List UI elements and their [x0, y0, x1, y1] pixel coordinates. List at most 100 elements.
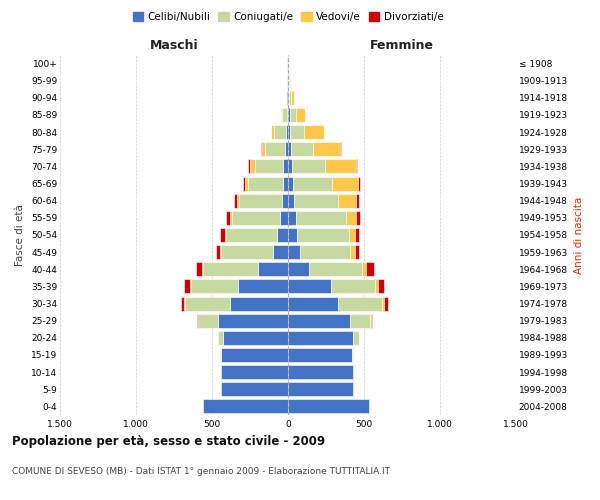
Bar	[218, 314, 288, 328]
Bar	[304, 125, 324, 139]
Bar	[338, 194, 356, 207]
Bar	[218, 331, 223, 345]
Bar	[221, 348, 288, 362]
Bar	[377, 280, 384, 293]
Bar	[296, 108, 305, 122]
Bar	[332, 176, 358, 190]
Bar	[288, 125, 290, 139]
Bar	[288, 400, 368, 413]
Bar	[221, 245, 273, 259]
Bar	[196, 262, 202, 276]
Bar	[358, 176, 360, 190]
Y-axis label: Fasce di età: Fasce di età	[16, 204, 25, 266]
Bar	[283, 176, 288, 190]
Bar	[225, 228, 226, 242]
Bar	[286, 125, 288, 139]
Bar	[237, 194, 239, 207]
Bar	[288, 296, 338, 310]
Bar	[288, 176, 293, 190]
Bar	[265, 142, 285, 156]
Bar	[288, 280, 331, 293]
Legend: Celibi/Nubili, Coniugati/e, Vedovi/e, Divorziati/e: Celibi/Nubili, Coniugati/e, Vedovi/e, Di…	[128, 8, 448, 26]
Bar	[340, 142, 341, 156]
Bar	[220, 228, 225, 242]
Bar	[282, 108, 287, 122]
Bar	[288, 228, 297, 242]
Bar	[349, 228, 355, 242]
Bar	[190, 280, 191, 293]
Bar	[281, 108, 282, 122]
Bar	[216, 245, 220, 259]
Bar	[382, 296, 384, 310]
Bar	[288, 348, 352, 362]
Bar	[232, 211, 280, 225]
Bar	[220, 245, 221, 259]
Bar	[202, 262, 203, 276]
Bar	[346, 211, 356, 225]
Bar	[230, 296, 288, 310]
Bar	[277, 228, 288, 242]
Bar	[273, 245, 288, 259]
Bar	[288, 142, 291, 156]
Bar	[248, 160, 250, 173]
Bar	[292, 160, 325, 173]
Bar	[239, 194, 282, 207]
Bar	[325, 160, 356, 173]
Bar	[288, 160, 292, 173]
Bar	[338, 296, 382, 310]
Bar	[291, 142, 313, 156]
Bar	[362, 262, 366, 276]
Text: Maschi: Maschi	[149, 38, 199, 52]
Bar	[355, 228, 359, 242]
Bar	[238, 280, 288, 293]
Bar	[356, 211, 360, 225]
Bar	[286, 91, 287, 105]
Bar	[288, 194, 294, 207]
Text: COMUNE DI SEVESO (MB) - Dati ISTAT 1° gennaio 2009 - Elaborazione TUTTITALIA.IT: COMUNE DI SEVESO (MB) - Dati ISTAT 1° ge…	[12, 468, 390, 476]
Text: Popolazione per età, sesso e stato civile - 2009: Popolazione per età, sesso e stato civil…	[12, 435, 325, 448]
Bar	[289, 74, 290, 88]
Bar	[290, 108, 296, 122]
Text: Femmine: Femmine	[370, 38, 434, 52]
Bar	[262, 142, 265, 156]
Bar	[309, 262, 362, 276]
Bar	[289, 91, 290, 105]
Bar	[280, 211, 288, 225]
Bar	[226, 211, 230, 225]
Bar	[374, 280, 377, 293]
Bar	[203, 262, 257, 276]
Bar	[384, 296, 388, 310]
Bar	[199, 314, 218, 328]
Bar	[288, 108, 290, 122]
Bar	[283, 160, 288, 173]
Bar	[220, 348, 221, 362]
Bar	[254, 160, 283, 173]
Bar	[282, 194, 288, 207]
Bar	[297, 228, 349, 242]
Bar	[370, 314, 371, 328]
Bar	[221, 382, 288, 396]
Bar	[293, 176, 332, 190]
Bar	[366, 262, 374, 276]
Bar	[313, 142, 340, 156]
Bar	[350, 245, 355, 259]
Bar	[271, 125, 274, 139]
Bar	[355, 245, 359, 259]
Bar	[288, 91, 289, 105]
Bar	[185, 296, 230, 310]
Bar	[181, 296, 184, 310]
Bar	[223, 331, 288, 345]
Bar	[197, 314, 199, 328]
Bar	[356, 194, 359, 207]
Bar	[294, 194, 338, 207]
Bar	[274, 125, 286, 139]
Y-axis label: Anni di nascita: Anni di nascita	[574, 196, 584, 274]
Bar	[352, 348, 353, 362]
Bar	[234, 194, 237, 207]
Bar	[300, 245, 350, 259]
Bar	[350, 314, 370, 328]
Bar	[288, 211, 296, 225]
Bar	[353, 331, 359, 345]
Bar	[248, 176, 283, 190]
Bar	[230, 211, 232, 225]
